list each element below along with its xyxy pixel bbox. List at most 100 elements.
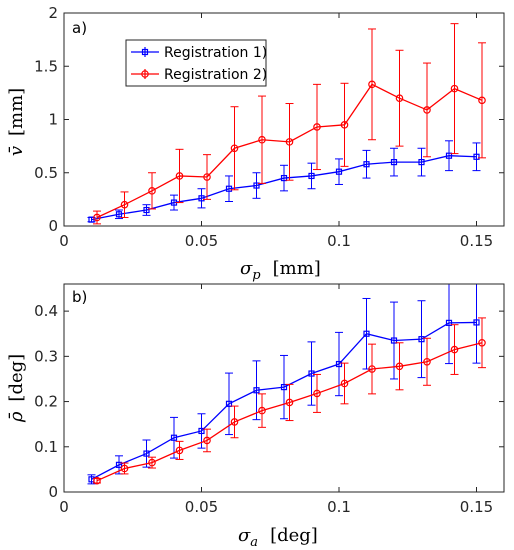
series-2-point [258, 135, 266, 144]
series-1-point [225, 400, 233, 407]
series-2-point [395, 362, 404, 371]
series-2-point [203, 436, 211, 445]
series-2-point [93, 476, 101, 485]
series-1-point [335, 168, 343, 175]
y-tick-label: 0.1 [34, 438, 58, 456]
x-tick-label: 0.1 [327, 498, 351, 516]
legend-label-registration-2: Registration 2) [164, 67, 267, 83]
series-2-point [313, 389, 321, 398]
series-1-point [473, 153, 480, 160]
series-2-point [395, 94, 404, 103]
series-2-point [93, 213, 101, 222]
y-axis-unit: [mm] [6, 88, 27, 136]
series-2-point [175, 446, 184, 455]
series-2-point [340, 121, 349, 129]
series-2-point [313, 123, 321, 131]
series-2-point [423, 357, 431, 366]
series-2-point [120, 464, 129, 473]
series-1-point [143, 206, 150, 214]
series-1-point [473, 319, 480, 326]
x-axis-unit: [deg] [270, 525, 318, 546]
series-2-point [230, 418, 239, 426]
series-1 [87, 140, 481, 223]
series-2-point [478, 96, 486, 105]
series-2-point [230, 144, 239, 153]
series-2-point [175, 172, 184, 180]
y-axis-symbol: ρ̄ [6, 411, 27, 423]
series-1-line [91, 155, 477, 221]
series-1-point [308, 172, 315, 180]
series-1-point [143, 450, 150, 457]
series-2 [93, 23, 486, 225]
chart-panel-a: 0 0.05 0.1 0.15 0 0.5 1 1.5 2 a) σp [mm] v̄ [mm] R… [6, 4, 505, 283]
legend-entry-registration-1: Registration 1) [131, 45, 267, 61]
legend-marker-circle-icon [141, 70, 149, 78]
data-marks [87, 23, 486, 225]
series-2-point [423, 106, 431, 114]
series-2-point [368, 365, 376, 373]
series-2-line [96, 342, 483, 482]
y-axis-label: ρ̄ [deg] [6, 354, 27, 423]
series-1-point [390, 337, 398, 344]
series-2-line [96, 83, 483, 219]
series-2-point [285, 398, 294, 407]
y-tick-label: 0.5 [34, 164, 58, 182]
series-1-point [198, 195, 205, 202]
series-2-point [203, 173, 211, 181]
series-1-point [390, 159, 398, 166]
y-tick-label: 0.2 [34, 393, 58, 411]
series-1-point [115, 461, 123, 468]
series-2-point [368, 80, 376, 89]
x-axis-symbol: σ [238, 525, 251, 546]
series-2-point [450, 84, 459, 93]
legend-label-registration-1: Registration 1) [164, 45, 267, 61]
series-2-point [285, 138, 294, 146]
series-1-point [445, 152, 453, 159]
chart-panel-b: 0 0.05 0.1 0.15 0 0.1 0.2 0.3 0.4 b) σa [deg] ρ̄ [… [6, 283, 505, 550]
axes-frame [63, 283, 505, 493]
legend-box [125, 39, 267, 87]
series-1-point [170, 434, 178, 441]
axes-frame [63, 12, 505, 227]
y-tick-label: 0.4 [34, 302, 58, 320]
axis-ticks: 0 0.05 0.1 0.15 0 0.5 1 1.5 2 [34, 4, 504, 250]
panel-label: b) [72, 288, 87, 306]
y-tick-label: 2 [48, 4, 58, 22]
axis-ticks: 0 0.05 0.1 0.15 0 0.1 0.2 0.3 0.4 [34, 284, 504, 516]
series-1-point [445, 319, 453, 326]
series-2-point [478, 338, 486, 347]
x-tick-label: 0.1 [327, 232, 351, 250]
series-1-point [198, 427, 205, 435]
series-1-point [418, 159, 425, 166]
legend-entry-registration-2: Registration 2) [131, 67, 267, 83]
series-2-point [258, 406, 266, 415]
series-1-point [280, 383, 288, 391]
x-axis-label: σp [mm] [240, 258, 321, 283]
series-1-point [280, 174, 288, 182]
series-1-point [363, 330, 370, 337]
series-1-point [253, 387, 260, 394]
legend: Registration 1) Registration 2) [125, 39, 267, 87]
series-1-point [335, 360, 343, 368]
series-2-point [148, 458, 156, 467]
y-tick-label: 0.3 [34, 347, 58, 365]
x-tick-label: 0 [59, 232, 69, 250]
x-axis-symbol: σ [240, 258, 253, 279]
x-tick-label: 0.15 [460, 498, 493, 516]
x-tick-label: 0 [59, 498, 69, 516]
series-1 [87, 284, 481, 485]
y-axis-unit: [deg] [6, 354, 27, 402]
y-tick-label: 0 [48, 483, 58, 501]
x-tick-label: 0.05 [185, 232, 218, 250]
series-2-point [120, 200, 129, 209]
series-1-line [91, 321, 477, 480]
panel-label: a) [72, 19, 87, 37]
series-1-point [225, 185, 233, 192]
y-tick-label: 1.5 [34, 57, 58, 75]
series-1-point [253, 182, 260, 189]
series-1-point [115, 211, 123, 218]
x-tick-label: 0.15 [460, 232, 493, 250]
x-axis-label: σa [deg] [238, 525, 318, 550]
legend-marker-square-icon [141, 48, 149, 56]
